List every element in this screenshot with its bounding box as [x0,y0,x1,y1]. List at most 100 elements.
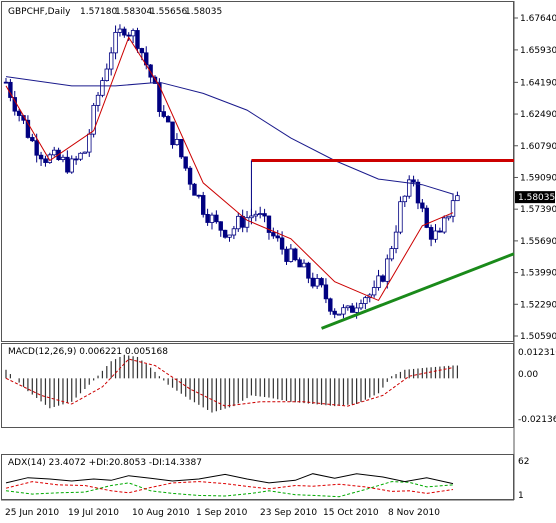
candle-body [38,154,44,160]
candle-body [152,76,158,84]
candle-body [236,215,241,230]
macd-label: MACD(12,26,9) 0.006221 0.005168 [8,347,168,357]
candle-body [34,140,39,156]
candle-body [25,119,31,138]
price-tick-label: 1.53990 [520,269,556,279]
candle-body [266,215,272,233]
price-axis-ticks: 1.67640 1.65930 1.64190 1.62490 1.60790 1.590… [514,14,556,342]
candle-body [310,277,315,287]
symbol-label: GBPCHF,Daily [8,7,71,17]
adx-line [5,473,454,485]
candle-body [420,202,425,209]
candle-body [380,275,386,282]
candle-body [253,213,259,217]
macd-tick-bottom: -0.021369 [518,415,556,425]
candle-body [336,313,342,316]
current-price-label: 1.58035 [518,193,555,203]
candle-body [174,139,180,146]
macd-tick-zero: 0.00 [518,370,538,380]
support-line [321,252,515,330]
candle-body [284,248,289,262]
candle-body [376,275,381,288]
main-price-overlay: 1.58035 [5,36,555,330]
candle-body [279,237,285,250]
candle-body [424,207,429,228]
candle-body [91,104,96,135]
date-label: 8 Nov 2010 [388,508,440,518]
candle-body [183,156,188,169]
price-tick-label: 1.62490 [520,110,556,120]
date-label: 23 Sep 2010 [260,508,317,518]
candle-body [345,305,351,309]
adx-tick-bottom: 1 [518,491,524,501]
candle-body [30,137,35,142]
candle-body [95,94,101,106]
candle-body [257,213,263,215]
date-axis: 25 Jun 2010 19 Jul 2010 10 Aug 2010 1 Se… [5,508,440,518]
candle-body [100,80,105,96]
candle-body [122,28,127,36]
candle-body [314,278,320,287]
plus-di-line [5,481,454,498]
candle-body [69,158,74,173]
candle-body [319,278,324,286]
adx-plot [5,473,454,498]
candle-body [161,111,166,117]
candle-body [227,234,232,238]
price-tick-label: 1.67640 [520,14,556,24]
price-tick-label: 1.57390 [520,205,556,215]
candle-body [148,64,153,78]
candle-body [411,179,416,183]
price-tick-label: 1.52290 [520,300,556,310]
price-tick-label: 1.50590 [520,332,556,342]
candle-body [354,307,359,313]
price-tick-label: 1.64190 [520,78,556,88]
candle-body [288,248,294,262]
macd-signal-line [5,358,454,407]
candle-body [192,183,197,196]
candle-body [389,248,394,260]
candle-body [415,181,421,204]
candle-body [262,213,267,217]
minus-di-line [5,481,454,494]
candle-body [170,121,175,146]
candle-body [126,34,131,37]
candle-body [293,248,298,261]
candle-body [455,195,460,202]
candle-body [16,110,22,116]
candle-body [218,221,223,231]
candle-body [341,307,346,315]
candle-body [371,287,377,296]
candle-body [117,28,123,33]
candle-body [450,200,456,217]
candle-body [231,228,237,236]
candle-body [108,52,114,70]
macd-panel-frame [1,343,514,428]
candle-body [139,48,145,54]
candle-body [433,230,438,240]
candle-body [87,133,92,153]
candle-body [165,116,171,123]
candle-body [393,231,399,249]
candle-body [43,158,48,163]
price-tick-label: 1.55690 [520,237,556,247]
main-price-plot [3,24,460,319]
adx-tick-top: 62 [518,457,529,467]
gap-panel [1,428,514,454]
candle-body [437,230,443,233]
candle-body [301,262,307,268]
candle-body [3,81,9,84]
candle-body [113,31,118,54]
candle-body [275,235,280,239]
candle-body [323,284,329,300]
macd-plot [5,354,459,413]
candle-body [135,30,140,49]
date-label: 1 Sep 2010 [196,508,248,518]
candle-body [406,179,412,197]
date-label: 10 Aug 2010 [132,508,190,518]
candle-body [446,215,451,219]
candle-body [385,258,390,282]
ohlc-low: 1.55656 [150,7,187,17]
price-tick-label: 1.59090 [520,173,556,183]
